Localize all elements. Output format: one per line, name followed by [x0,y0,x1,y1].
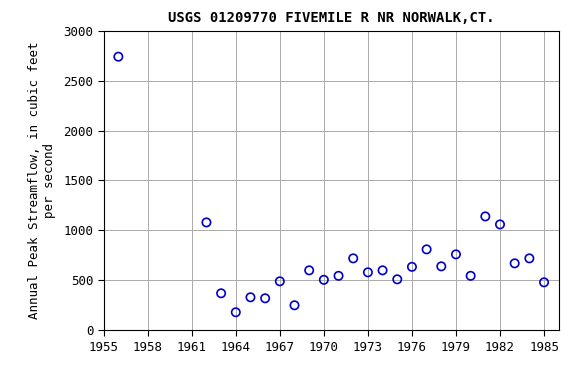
Point [363,269,373,275]
Point [217,290,226,296]
Point [319,277,328,283]
Point [452,251,461,257]
Point [407,264,416,270]
Y-axis label: Annual Peak Streamflow, in cubic feet
per second: Annual Peak Streamflow, in cubic feet pe… [28,42,56,319]
Point [466,273,475,279]
Point [231,309,240,315]
Point [481,214,490,220]
Point [378,267,387,273]
Point [305,267,314,273]
Point [246,294,255,300]
Point [275,278,285,285]
Point [334,273,343,279]
Point [437,263,446,270]
Point [290,302,299,308]
Point [393,276,402,282]
Point [348,255,358,262]
Point [113,54,123,60]
Title: USGS 01209770 FIVEMILE R NR NORWALK,CT.: USGS 01209770 FIVEMILE R NR NORWALK,CT. [168,12,495,25]
Point [422,246,431,252]
Point [525,255,534,262]
Point [540,279,549,285]
Point [495,221,505,227]
Point [202,219,211,225]
Point [510,260,520,266]
Point [260,295,270,301]
